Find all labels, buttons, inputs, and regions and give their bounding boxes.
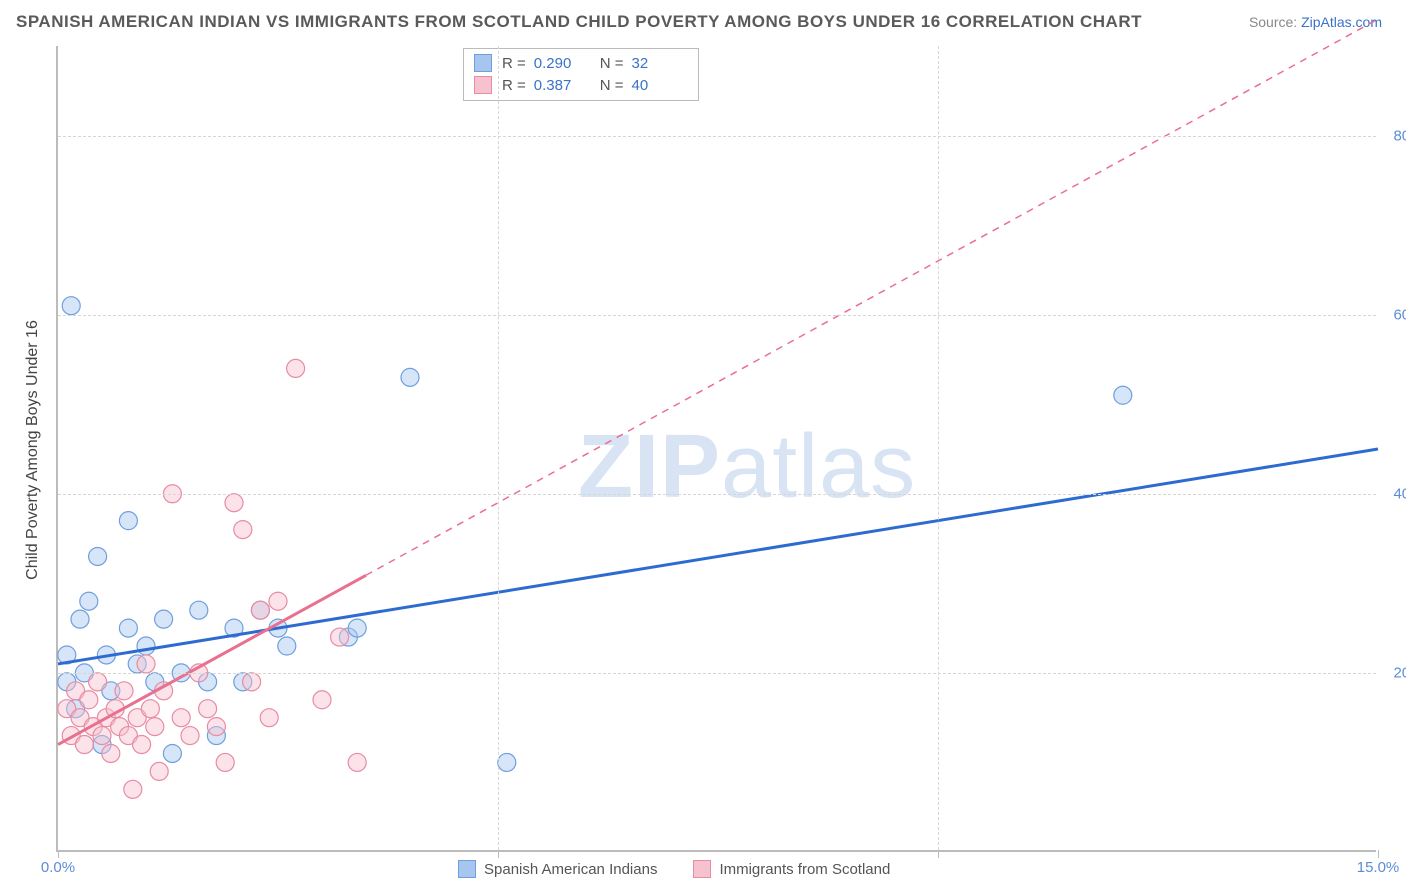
- trend-line-extrapolated: [366, 19, 1378, 575]
- scatter-point: [348, 753, 366, 771]
- scatter-point: [119, 619, 137, 637]
- scatter-point: [150, 762, 168, 780]
- scatter-point: [348, 619, 366, 637]
- scatter-point: [278, 637, 296, 655]
- x-tick-label: 0.0%: [41, 859, 75, 876]
- x-tick-mark: [498, 850, 499, 858]
- x-tick-label: 15.0%: [1357, 859, 1400, 876]
- scatter-point: [89, 547, 107, 565]
- scatter-point: [234, 521, 252, 539]
- trend-line: [58, 449, 1378, 664]
- legend-swatch-icon: [458, 860, 476, 878]
- scatter-point: [1114, 386, 1132, 404]
- scatter-point: [331, 628, 349, 646]
- scatter-point: [155, 610, 173, 628]
- scatter-point: [124, 780, 142, 798]
- x-tick-mark: [938, 850, 939, 858]
- chart-plot-area: ZIPatlas R = 0.290 N = 32 R = 0.387 N = …: [56, 46, 1376, 852]
- scatter-point: [93, 727, 111, 745]
- scatter-point: [313, 691, 331, 709]
- scatter-point: [137, 655, 155, 673]
- gridline-horizontal: [58, 494, 1376, 495]
- chart-title: SPANISH AMERICAN INDIAN VS IMMIGRANTS FR…: [16, 12, 1142, 32]
- scatter-point: [225, 494, 243, 512]
- scatter-point: [119, 512, 137, 530]
- y-tick-label: 80.0%: [1393, 127, 1406, 144]
- scatter-point: [243, 673, 261, 691]
- y-tick-label: 60.0%: [1393, 306, 1406, 323]
- scatter-point: [216, 753, 234, 771]
- scatter-point: [287, 359, 305, 377]
- scatter-point: [181, 727, 199, 745]
- scatter-point: [80, 691, 98, 709]
- scatter-point: [62, 297, 80, 315]
- scatter-point: [80, 592, 98, 610]
- scatter-point: [172, 709, 190, 727]
- scatter-point: [498, 753, 516, 771]
- legend-series-box: Spanish American Indians Immigrants from…: [458, 860, 890, 878]
- source-link[interactable]: ZipAtlas.com: [1301, 14, 1382, 30]
- scatter-point: [133, 736, 151, 754]
- scatter-point: [115, 682, 133, 700]
- scatter-point: [146, 718, 164, 736]
- scatter-point: [71, 610, 89, 628]
- legend-swatch-icon: [693, 860, 711, 878]
- scatter-point: [269, 592, 287, 610]
- gridline-vertical: [938, 46, 939, 850]
- legend-series-item: Immigrants from Scotland: [693, 860, 890, 878]
- scatter-point: [137, 637, 155, 655]
- y-tick-label: 40.0%: [1393, 485, 1406, 502]
- scatter-point: [102, 744, 120, 762]
- legend-series-item: Spanish American Indians: [458, 860, 657, 878]
- scatter-point: [207, 718, 225, 736]
- scatter-point: [199, 700, 217, 718]
- scatter-point: [141, 700, 159, 718]
- legend-series-label: Spanish American Indians: [484, 861, 657, 878]
- y-axis-title: Child Poverty Among Boys Under 16: [24, 320, 42, 580]
- legend-series-label: Immigrants from Scotland: [719, 861, 890, 878]
- x-tick-mark: [58, 850, 59, 858]
- scatter-point: [190, 601, 208, 619]
- scatter-point: [163, 744, 181, 762]
- source-label: Source:: [1249, 14, 1301, 30]
- scatter-plot-svg: [58, 46, 1376, 850]
- gridline-vertical: [498, 46, 499, 850]
- scatter-point: [251, 601, 269, 619]
- scatter-point: [75, 736, 93, 754]
- y-tick-label: 20.0%: [1393, 664, 1406, 681]
- scatter-point: [401, 368, 419, 386]
- gridline-horizontal: [58, 136, 1376, 137]
- x-tick-mark: [1378, 850, 1379, 858]
- gridline-horizontal: [58, 673, 1376, 674]
- gridline-horizontal: [58, 315, 1376, 316]
- scatter-point: [89, 673, 107, 691]
- scatter-point: [260, 709, 278, 727]
